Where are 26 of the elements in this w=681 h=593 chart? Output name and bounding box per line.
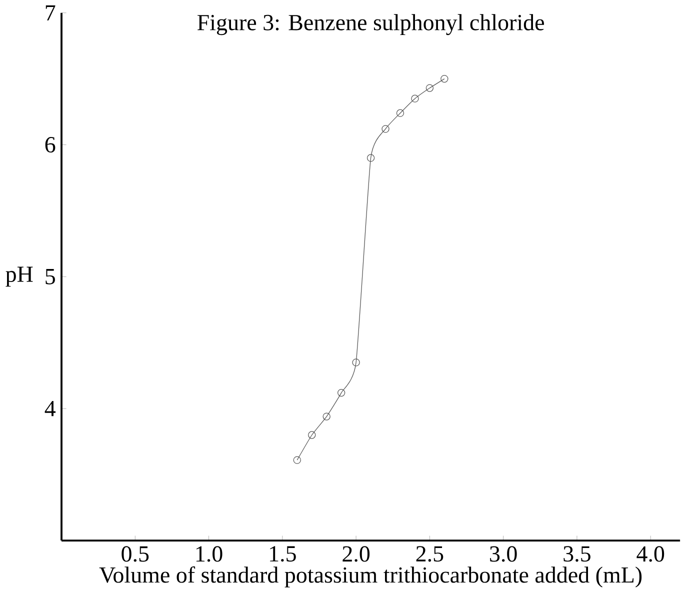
point bbox=[293, 456, 301, 464]
x-tick-label: 2.0 bbox=[342, 546, 370, 562]
x-tick-label: 1.5 bbox=[270, 546, 296, 562]
point bbox=[308, 431, 316, 439]
y-tick-label: 6 bbox=[45, 137, 56, 153]
point bbox=[366, 154, 375, 162]
x-tick-label: 2.5 bbox=[416, 546, 444, 562]
y-axis-title: pH bbox=[6, 266, 33, 287]
point bbox=[322, 412, 330, 420]
chart-title: Figure 3: Benzene sulphonyl chloride bbox=[197, 14, 544, 36]
y-tick-label: 7 bbox=[46, 5, 56, 20]
point bbox=[382, 125, 390, 133]
point bbox=[396, 109, 404, 118]
point bbox=[337, 389, 346, 397]
point bbox=[411, 94, 419, 103]
point bbox=[426, 84, 434, 92]
point bbox=[440, 75, 448, 83]
x-tick-label: 1.0 bbox=[196, 546, 222, 562]
y-tick-label: 4 bbox=[44, 401, 56, 416]
x-tick-label: 4.0 bbox=[636, 546, 664, 562]
x-tick-label: 3.5 bbox=[564, 546, 590, 562]
x-axis-title: Volume of standard potassium trithiocarbonate added (mL) bbox=[99, 566, 642, 588]
point bbox=[352, 358, 360, 366]
y-tick-label: 5 bbox=[46, 269, 55, 284]
x-tick-label: 3.0 bbox=[490, 546, 517, 562]
x-tick-label: 0.5 bbox=[122, 546, 149, 562]
